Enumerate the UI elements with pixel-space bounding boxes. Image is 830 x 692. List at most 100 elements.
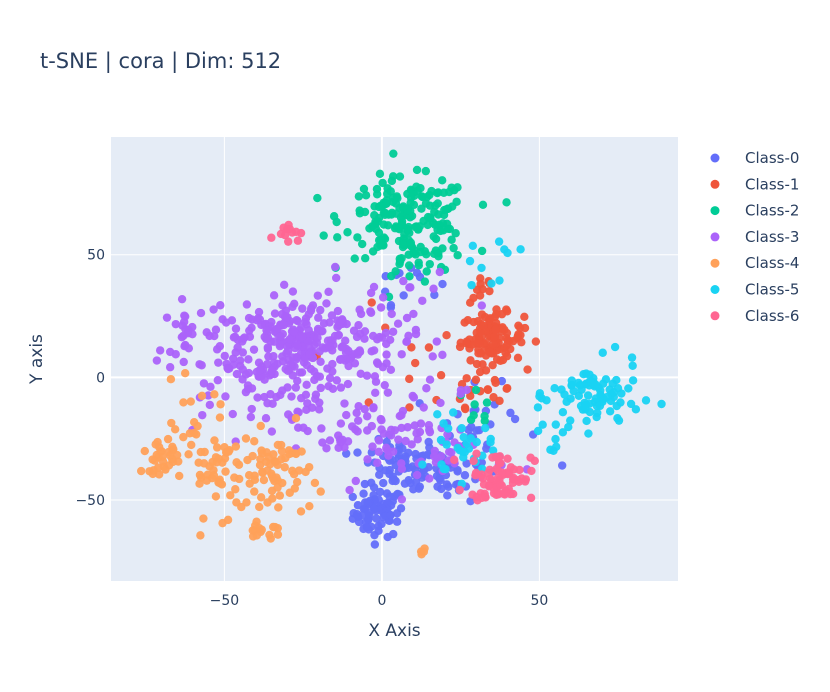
data-point [180,311,189,320]
data-point [406,238,416,247]
data-point [591,380,600,389]
data-point [372,358,382,367]
data-point [470,400,479,409]
data-point [232,498,241,507]
legend-marker [710,285,720,294]
data-point [242,498,251,507]
data-point [359,489,368,498]
data-point [255,366,264,375]
data-point [195,360,204,369]
data-point [187,440,196,450]
data-point [502,340,512,350]
y-tick-labels: −50 0 50 [75,248,105,509]
data-point [368,442,377,451]
data-point [262,326,271,335]
data-point [479,321,488,330]
data-point [319,319,329,328]
data-point [267,427,277,436]
data-point [552,442,561,451]
data-point [385,492,394,501]
data-point [480,416,489,426]
data-point [488,339,498,349]
data-point [270,337,279,346]
data-point [150,456,160,465]
data-point [414,261,424,270]
data-point [393,319,403,328]
data-point [609,388,619,397]
data-point [197,391,207,401]
data-point [510,414,520,424]
data-point [425,474,434,483]
data-point [315,398,324,407]
data-point [488,446,498,455]
data-point [381,328,391,338]
data-point [270,522,280,532]
data-point [495,396,504,406]
data-point [316,305,325,315]
data-point [291,449,301,459]
data-point [535,389,545,398]
legend-item-class-5[interactable]: Class-5 [710,281,800,299]
data-point [274,503,283,512]
data-point [170,425,180,434]
data-point [220,442,229,452]
legend-item-class-3[interactable]: Class-3 [710,228,800,246]
data-point [292,315,301,325]
data-point [263,399,272,408]
data-point [343,228,352,237]
data-point [485,348,494,357]
data-point [370,211,379,220]
legend-label: Class-2 [745,202,799,220]
legend-item-class-1[interactable]: Class-1 [710,175,800,193]
data-point [255,315,265,324]
data-point [278,386,287,395]
legend[interactable]: Class-0 Class-1 Class-2 Class-3 Class-4 Class… [710,149,800,325]
data-point [383,221,393,230]
data-point [583,391,593,400]
data-point [213,376,223,385]
data-point [293,423,303,432]
data-point [405,272,414,281]
data-point [425,375,435,384]
data-point [297,323,306,332]
data-point [432,337,441,346]
data-point [403,423,412,432]
data-point [477,470,486,479]
data-point [325,436,335,445]
data-point [240,333,249,342]
data-point [228,354,238,363]
data-point [262,360,272,369]
data-point [533,426,543,436]
data-point [382,196,391,205]
data-point [437,452,446,461]
data-point [275,491,285,500]
data-point [296,507,306,516]
data-point [434,252,443,261]
data-point [314,313,323,322]
data-point [399,291,408,300]
legend-item-class-2[interactable]: Class-2 [710,202,800,220]
data-point [256,454,265,464]
legend-item-class-6[interactable]: Class-6 [710,307,800,325]
data-point [477,301,487,310]
data-point [387,208,397,218]
series-class-6 [267,220,539,505]
data-point [471,375,481,384]
data-point [269,450,278,459]
data-point [419,547,429,556]
data-point [422,267,431,276]
data-point [551,434,560,444]
data-point [376,303,386,312]
data-point [610,342,620,352]
data-point [641,396,651,405]
data-point [460,471,470,480]
data-point [292,477,302,487]
legend-item-class-0[interactable]: Class-0 [710,149,800,167]
data-point [496,356,505,366]
data-point [426,213,435,222]
data-point [342,410,351,420]
data-point [267,233,276,242]
data-point [444,447,454,456]
data-point [362,523,372,532]
legend-item-class-4[interactable]: Class-4 [710,254,800,272]
